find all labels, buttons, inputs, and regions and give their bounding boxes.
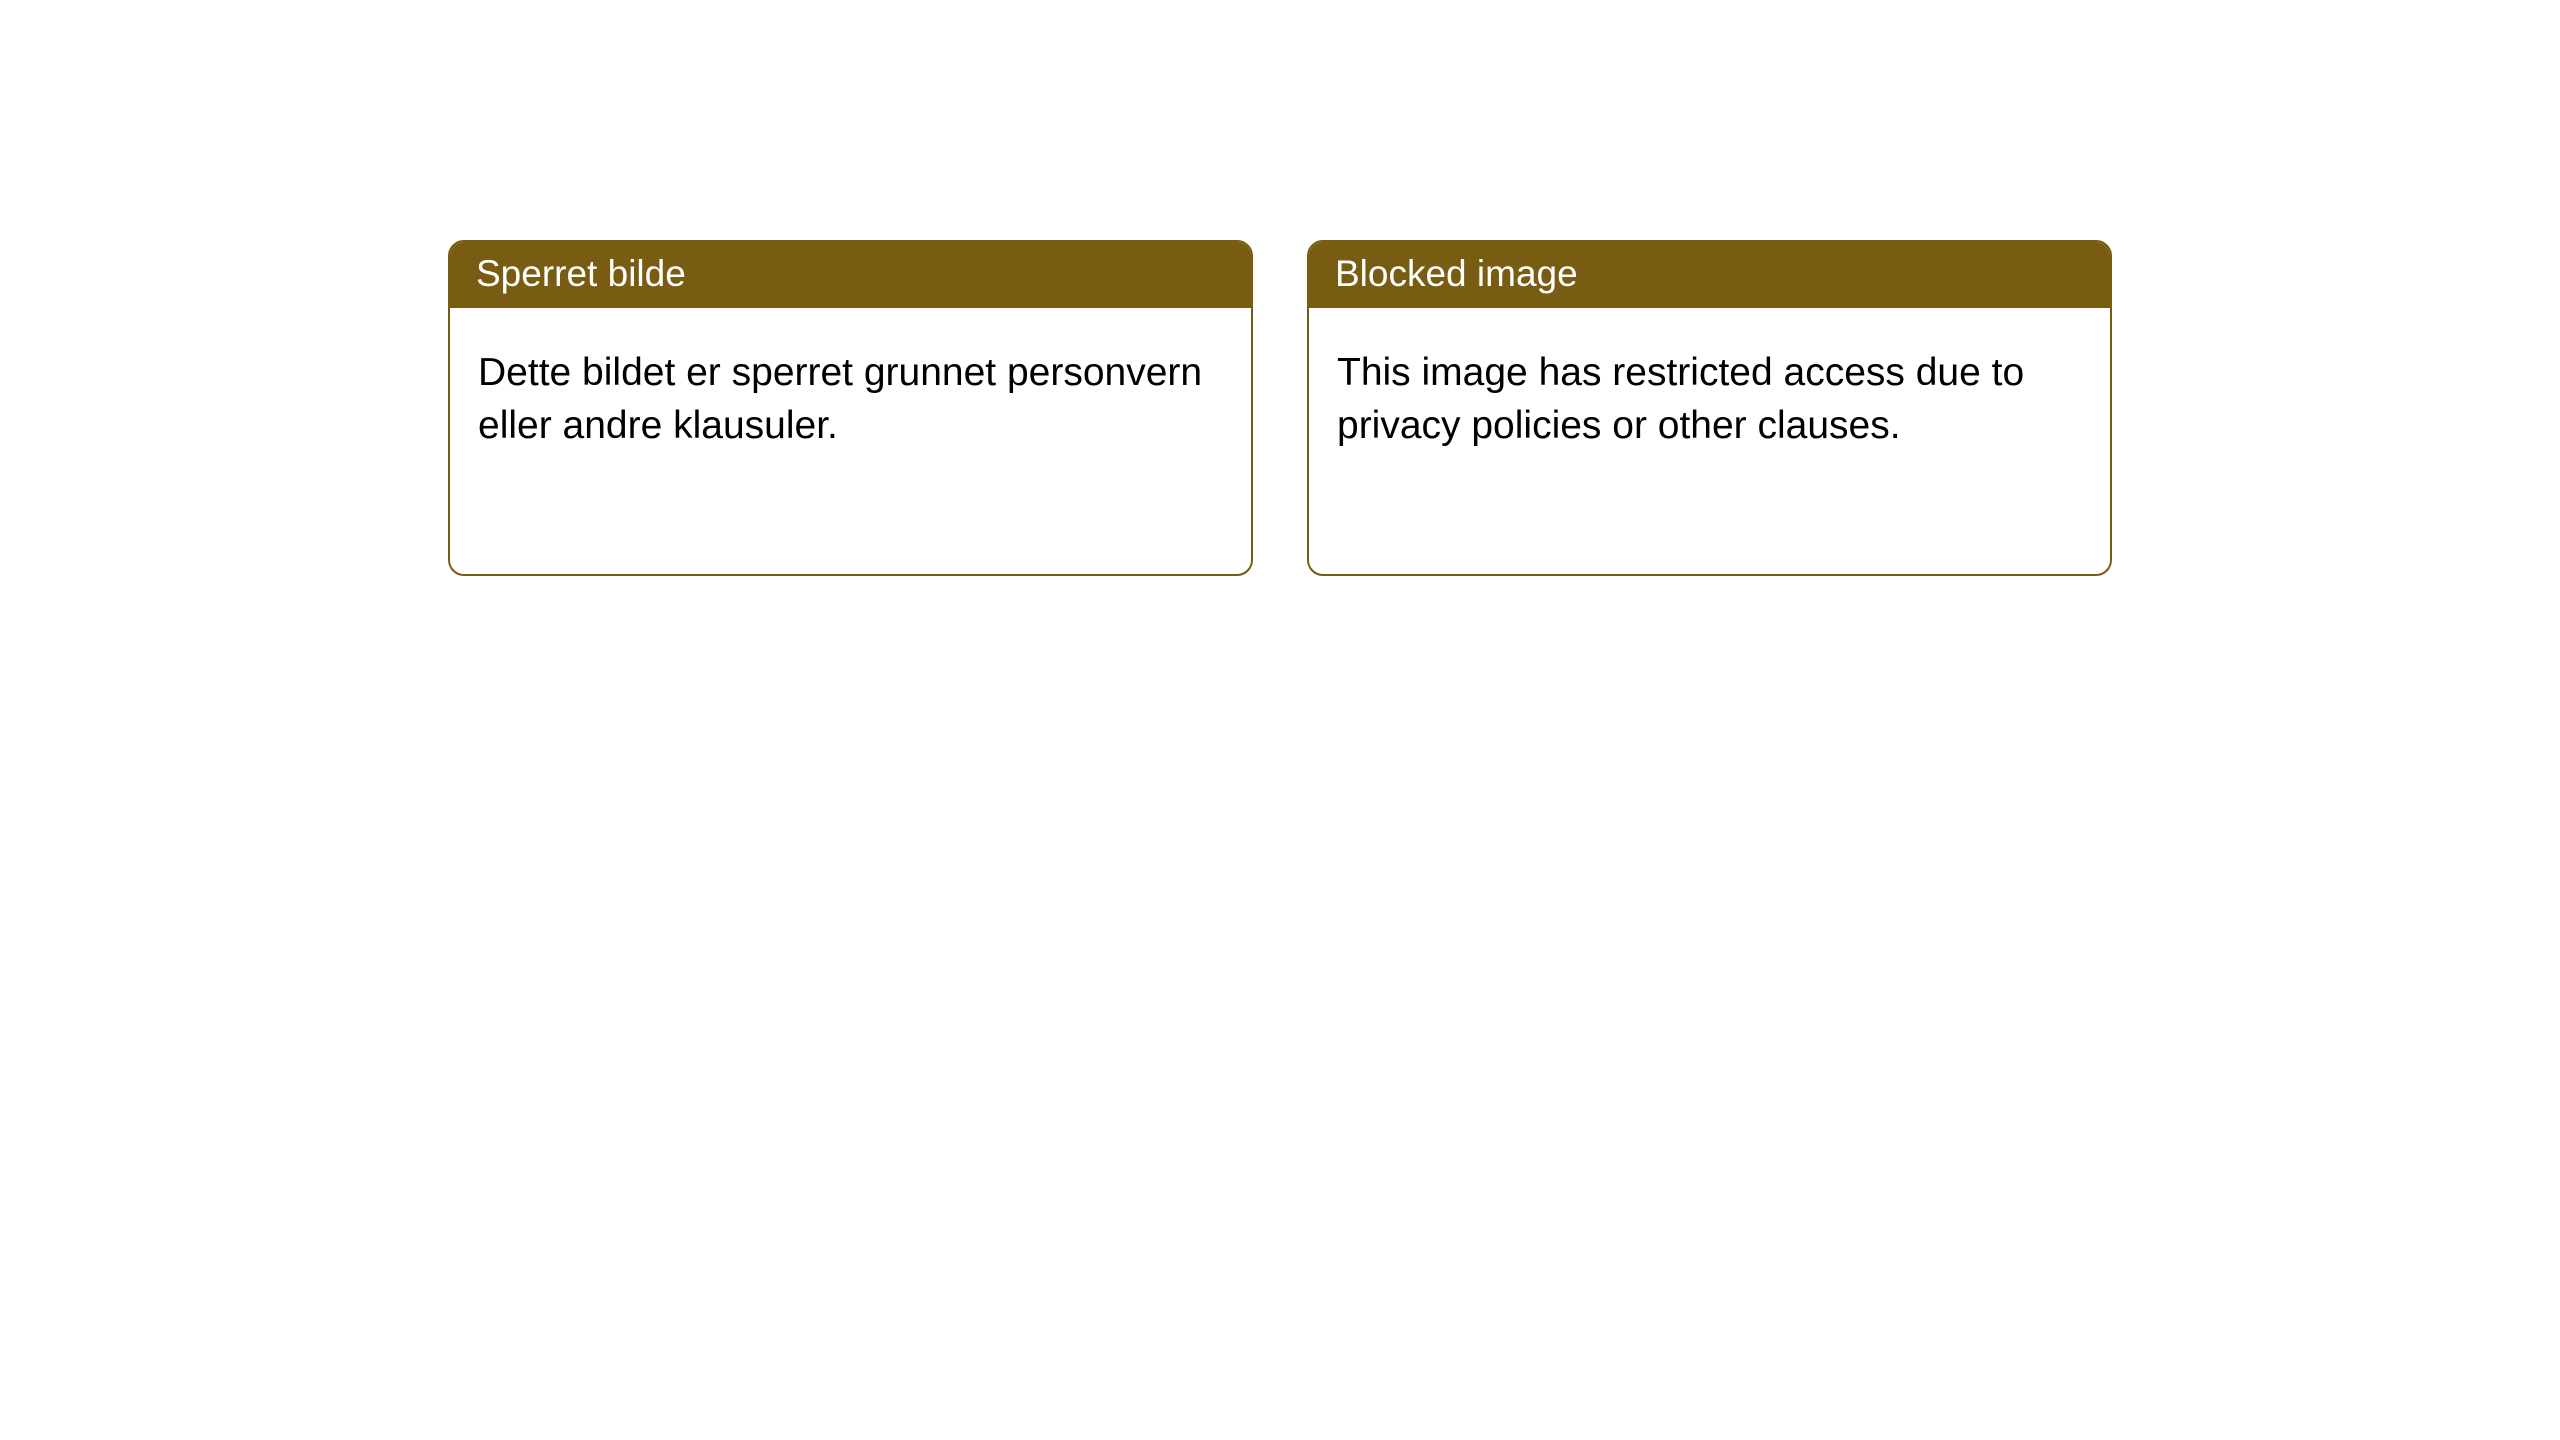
card-body-text: This image has restricted access due to … [1309,308,2110,490]
blocked-image-card-no: Sperret bilde Dette bildet er sperret gr… [448,240,1253,576]
card-row: Sperret bilde Dette bildet er sperret gr… [0,0,2560,576]
card-title: Sperret bilde [450,242,1251,308]
card-title: Blocked image [1309,242,2110,308]
blocked-image-card-en: Blocked image This image has restricted … [1307,240,2112,576]
card-body-text: Dette bildet er sperret grunnet personve… [450,308,1251,490]
